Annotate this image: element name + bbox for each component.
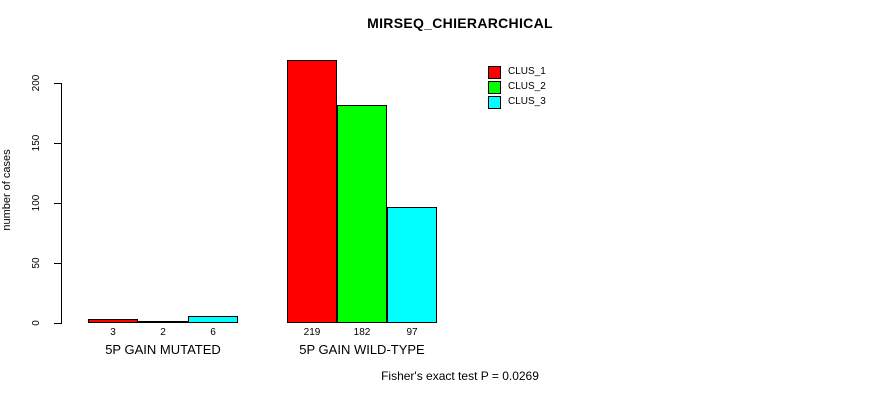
y-axis-label: number of cases — [1, 149, 13, 231]
bar-clus_3 — [387, 206, 437, 323]
bar-clus_1 — [88, 319, 138, 323]
legend-item: CLUS_3 — [488, 95, 546, 109]
category-label: 5P GAIN MUTATED — [105, 342, 221, 357]
bar-value-label: 6 — [210, 327, 216, 338]
y-axis-tick-label: 100 — [31, 194, 42, 212]
legend-swatch — [488, 95, 501, 109]
legend-item: CLUS_1 — [488, 65, 546, 79]
y-axis-line — [61, 83, 62, 324]
bar-clus_3 — [188, 315, 238, 323]
y-axis-tick — [54, 142, 61, 144]
chart-title: MIRSEQ_CHIERARCHICAL — [367, 15, 553, 31]
bar-clus_1 — [287, 60, 337, 323]
bar-clus_2 — [337, 104, 387, 323]
bar-value-label: 3 — [110, 327, 116, 338]
y-axis-tick-label: 50 — [31, 257, 42, 269]
y-axis-tick-label: 0 — [31, 320, 42, 326]
legend-label: CLUS_3 — [508, 96, 546, 107]
legend-item: CLUS_2 — [488, 80, 546, 94]
y-axis-tick — [54, 82, 61, 84]
bar-value-label: 97 — [406, 327, 418, 338]
y-axis-tick — [54, 322, 61, 324]
legend-swatch — [488, 80, 501, 94]
y-axis-tick — [54, 262, 61, 264]
y-axis-tick-label: 150 — [31, 134, 42, 152]
bar-value-label: 182 — [353, 327, 371, 338]
category-label: 5P GAIN WILD-TYPE — [299, 342, 425, 357]
bar-value-label: 219 — [303, 327, 321, 338]
y-axis-tick-label: 200 — [31, 74, 42, 92]
bar-value-label: 2 — [160, 327, 166, 338]
y-axis-tick — [54, 202, 61, 204]
legend-swatch — [488, 65, 501, 79]
bar-clus_2 — [138, 320, 188, 323]
legend-label: CLUS_2 — [508, 81, 546, 92]
legend-label: CLUS_1 — [508, 66, 546, 77]
footer-caption: Fisher's exact test P = 0.0269 — [381, 369, 539, 383]
